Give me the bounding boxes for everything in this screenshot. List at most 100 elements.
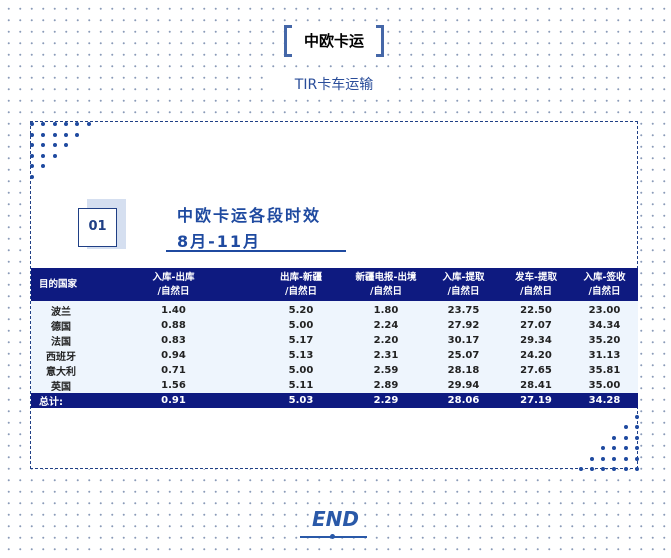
corner-dot-top-left [86,122,91,126]
table-cell: 30.17 [447,335,480,346]
column-header: 出库-新疆/自然日 [256,268,346,301]
header-title-text: 中欧卡运 [303,32,364,50]
table-cell: 35.20 [588,335,621,346]
corner-dot-top-left [75,122,80,126]
table-cell: 5.11 [288,380,314,391]
table-cell: 31.13 [588,350,621,361]
corner-dot-bottom-right [612,446,617,450]
title-underline [166,250,346,252]
table-cell: 1.80 [373,305,399,316]
corner-dot-bottom-right [601,467,606,471]
column-header: 入库-签收/自然日 [571,268,638,301]
total-cell: 5.03 [288,395,314,406]
corner-dot-top-left [41,164,46,168]
header-subtitle: TIR卡车运输 [270,74,398,94]
table-cell: 2.89 [373,380,399,391]
end-label: END [310,507,362,531]
table-row: 波兰 1.40 5.20 1.80 23.75 22.50 23.00 [31,301,638,318]
corner-dot-bottom-right [635,456,639,461]
corner-dot-top-left [63,143,68,147]
country-cell: 英国 [51,382,71,393]
header-title: 中欧卡运 [284,25,384,57]
country-cell: 德国 [51,322,71,333]
column-header-text: 发车-提取 [515,271,557,283]
table-cell: 1.56 [161,380,186,391]
table-cell: 2.20 [373,335,399,346]
table-row: 意大利 0.71 5.00 2.59 28.18 27.65 35.81 [31,363,638,378]
table-cell: 2.24 [373,320,399,331]
table-cell: 5.00 [288,365,314,376]
corner-dot-bottom-right [635,425,639,429]
corner-dot-bottom-right [635,446,639,450]
table-cell: 5.20 [288,305,314,316]
column-header-text: /自然日 [520,285,552,297]
corner-dot-top-left [63,122,68,126]
total-cell: 2.29 [373,395,399,406]
corner-dot-bottom-right [623,456,628,461]
table-row: 德国 0.88 5.00 2.24 27.92 27.07 34.34 [31,318,638,333]
table-cell: 28.41 [520,380,552,391]
corner-dot-bottom-right [612,456,617,461]
table-cell: 27.65 [520,365,552,376]
corner-dot-top-left [30,143,34,147]
table-cell: 0.88 [161,320,186,331]
column-header-text: 入库-提取 [442,271,485,283]
corner-dot-top-left [30,174,34,179]
column-header-text: /自然日 [370,285,402,297]
column-header: 新疆电报-出境/自然日 [346,268,426,301]
table-header-row: 目的国家 入库-出库/自然日 出库-新疆/自然日 新疆电报-出境/自然日 入库-提取/自… [31,268,638,301]
country-cell: 法国 [51,337,71,348]
corner-dot-top-left [30,122,34,126]
section-title: 中欧卡运各段时效 [177,206,322,225]
table-cell: 27.92 [447,320,480,331]
table-cell: 23.00 [588,305,621,316]
total-cell: 28.06 [447,395,480,406]
column-header-text: /自然日 [447,285,480,297]
table-row: 法国 0.83 5.17 2.20 30.17 29.34 35.20 [31,333,638,348]
corner-dot-top-left [30,164,34,168]
bracket-right-icon [376,25,384,57]
corner-dot-top-left [41,132,46,137]
content-card: 01 中欧卡运各段时效 8月-11月 目的国家 入库-出库/自然日 出库-新疆/自然… [30,121,639,471]
table-row: 西班牙 0.94 5.13 2.31 25.07 24.20 31.13 [31,348,638,363]
table-cell: 2.31 [373,350,399,361]
table-cell: 1.40 [161,305,186,316]
column-header-text: /自然日 [588,285,621,297]
table-cell: 35.00 [588,380,621,391]
section-number: 01 [78,208,117,247]
table-cell: 2.59 [373,365,399,376]
column-header-text: 入库-签收 [583,271,626,283]
corner-dot-bottom-right [623,425,628,429]
corner-dot-bottom-right [612,467,617,471]
corner-dot-top-left [30,132,34,137]
column-header: 入库-提取/自然日 [426,268,501,301]
country-cell: 西班牙 [46,352,76,363]
table-cell: 23.75 [447,305,480,316]
corner-dot-bottom-right [601,456,606,461]
table-cell: 28.18 [447,365,480,376]
table-cell: 5.00 [288,320,314,331]
table-cell: 24.20 [520,350,552,361]
column-header-text: 入库-出库 [152,271,195,283]
table-cell: 34.34 [588,320,621,331]
table-cell: 5.13 [288,350,314,361]
column-header: 入库-出库/自然日 [91,268,256,301]
bracket-left-icon [284,25,292,57]
table-row: 英国 1.56 5.11 2.89 29.94 28.41 35.00 [31,378,638,393]
column-header-text: 新疆电报-出境 [355,271,417,283]
table-cell: 27.07 [520,320,552,331]
table-cell: 25.07 [447,350,480,361]
column-header-text: /自然日 [285,285,317,297]
corner-dot-top-left [52,143,57,147]
table-cell: 29.94 [447,380,480,391]
total-cell: 总计: [39,397,63,408]
table-cell: 0.94 [161,350,186,361]
country-cell: 意大利 [46,367,76,378]
corner-dot-top-left [75,132,80,137]
corner-dot-bottom-right [623,435,628,440]
corner-dot-bottom-right [589,467,594,471]
end-dot-icon [330,534,335,539]
corner-dot-top-left [52,153,57,158]
corner-dot-top-left [41,143,46,147]
total-cell: 27.19 [520,395,552,406]
